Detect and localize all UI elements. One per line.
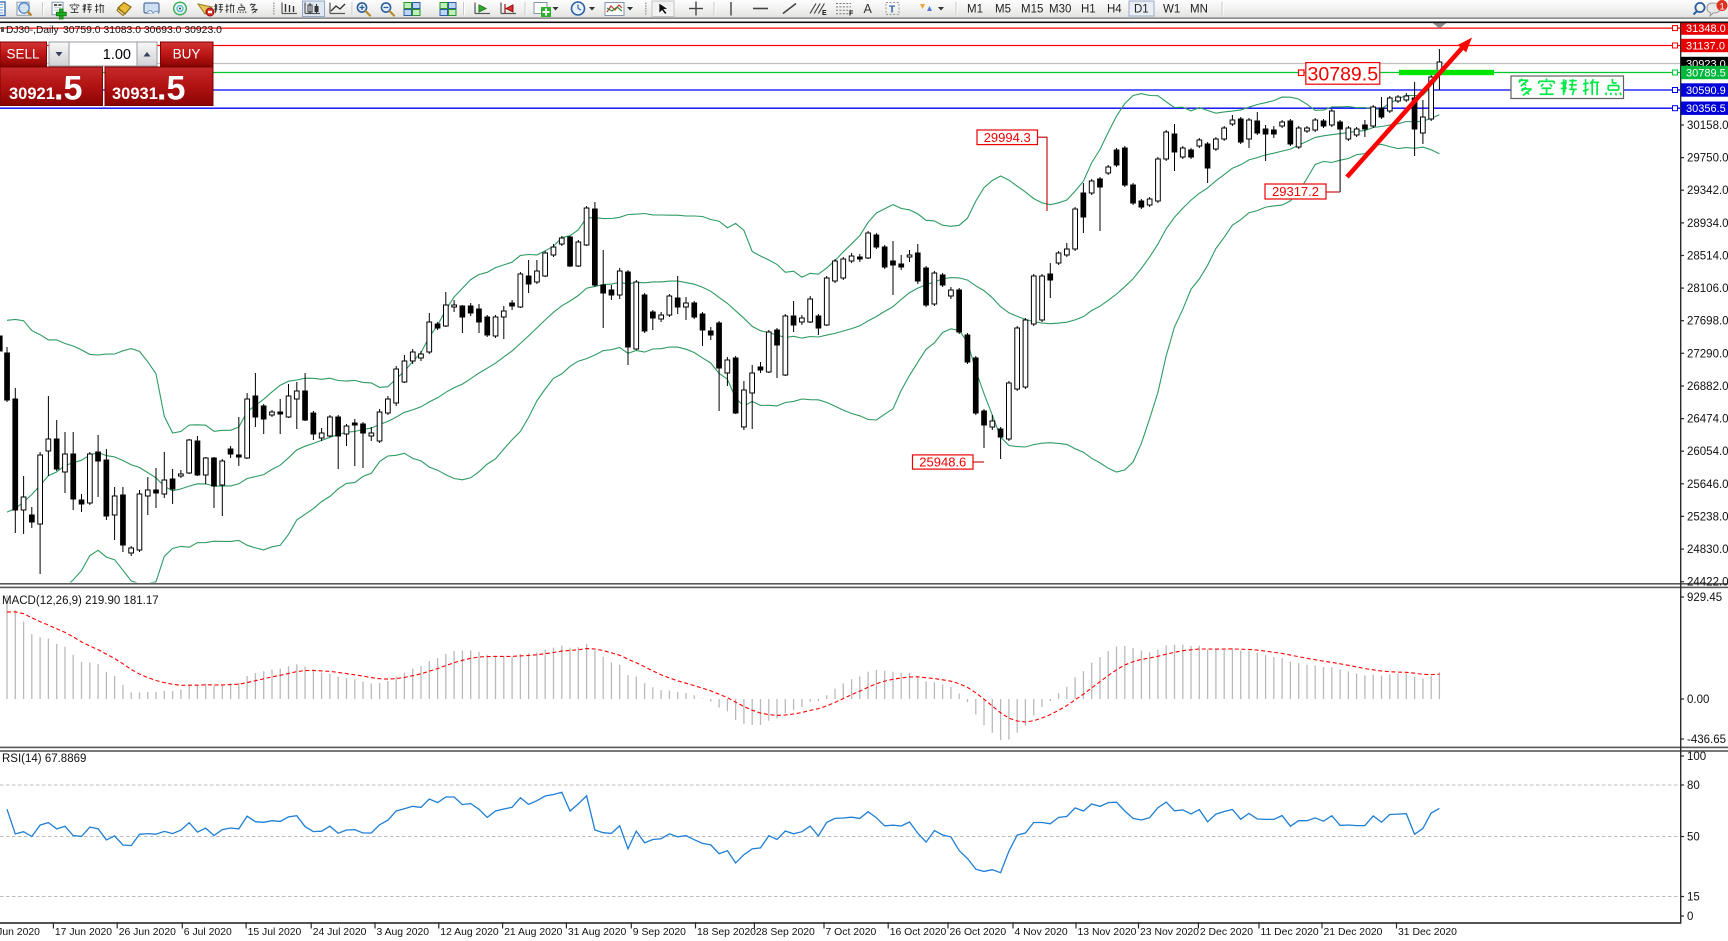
svg-text:29317.2: 29317.2 — [1272, 184, 1319, 199]
svg-text:6 Jul 2020: 6 Jul 2020 — [184, 927, 232, 938]
svg-text:31 Dec 2020: 31 Dec 2020 — [1398, 927, 1457, 938]
svg-text:13 Nov 2020: 13 Nov 2020 — [1078, 927, 1137, 938]
svg-text:50: 50 — [1687, 832, 1700, 844]
svg-text:W1: W1 — [1163, 4, 1180, 16]
svg-text:M30: M30 — [1049, 4, 1071, 16]
svg-text:11 Dec 2020: 11 Dec 2020 — [1261, 927, 1319, 938]
svg-text:30759.0 31083.0 30693.0 30923.: 30759.0 31083.0 30693.0 30923.0 — [63, 25, 222, 36]
svg-text:24830.0: 24830.0 — [1687, 544, 1728, 556]
svg-text:16 Oct 2020: 16 Oct 2020 — [890, 927, 947, 938]
svg-text:SELL: SELL — [6, 47, 40, 62]
svg-text:M1: M1 — [967, 4, 983, 16]
svg-text:28514.0: 28514.0 — [1687, 251, 1728, 263]
svg-text:26054.0: 26054.0 — [1687, 446, 1728, 458]
svg-text:15 Jul 2020: 15 Jul 2020 — [248, 927, 302, 938]
svg-text:27290.0: 27290.0 — [1687, 348, 1728, 360]
svg-text:H1: H1 — [1081, 4, 1096, 16]
svg-text:30356.5: 30356.5 — [1686, 103, 1726, 115]
svg-text:30158.0: 30158.0 — [1687, 120, 1728, 132]
svg-text:28934.0: 28934.0 — [1687, 218, 1728, 230]
svg-text:24 Jul 2020: 24 Jul 2020 — [313, 927, 367, 938]
svg-text:21 Aug 2020: 21 Aug 2020 — [504, 927, 563, 938]
svg-text:12 Aug 2020: 12 Aug 2020 — [440, 927, 499, 938]
svg-text:29342.0: 29342.0 — [1687, 185, 1728, 197]
svg-text:28106.0: 28106.0 — [1687, 283, 1728, 295]
svg-text:T: T — [889, 5, 895, 16]
svg-text:30921: 30921 — [9, 85, 55, 103]
svg-text:H4: H4 — [1107, 4, 1122, 16]
svg-text:MACD(12,26,9) 219.90 181.17: MACD(12,26,9) 219.90 181.17 — [2, 595, 159, 607]
svg-text:929.45: 929.45 — [1687, 592, 1722, 604]
svg-text:100: 100 — [1687, 751, 1706, 763]
svg-text:M5: M5 — [995, 4, 1011, 16]
svg-text:2 Dec 2020: 2 Dec 2020 — [1200, 927, 1253, 938]
svg-text:23 Nov 2020: 23 Nov 2020 — [1140, 927, 1199, 938]
svg-text:3 Aug 2020: 3 Aug 2020 — [377, 927, 430, 938]
svg-text:DJ30-,Daily: DJ30-,Daily — [6, 25, 60, 36]
svg-text:30590.9: 30590.9 — [1686, 85, 1726, 97]
svg-text:25646.0: 25646.0 — [1687, 479, 1728, 491]
svg-text:31 Aug 2020: 31 Aug 2020 — [568, 927, 627, 938]
svg-text:21 Dec 2020: 21 Dec 2020 — [1324, 927, 1383, 938]
svg-text:31137.0: 31137.0 — [1686, 41, 1725, 53]
svg-text:M15: M15 — [1021, 4, 1043, 16]
svg-text:26474.0: 26474.0 — [1687, 414, 1728, 426]
svg-text:30789.5: 30789.5 — [1308, 63, 1379, 85]
svg-text:.5: .5 — [54, 70, 82, 108]
svg-text:0: 0 — [1687, 911, 1693, 923]
svg-text:26 Jun 2020: 26 Jun 2020 — [119, 927, 176, 938]
svg-text:D1: D1 — [1134, 4, 1149, 16]
svg-text:-436.65: -436.65 — [1687, 734, 1726, 746]
svg-text:8 Jun 2020: 8 Jun 2020 — [0, 927, 40, 938]
svg-text:E: E — [822, 10, 827, 17]
svg-text:27698.0: 27698.0 — [1687, 316, 1728, 328]
svg-text:24422.0: 24422.0 — [1687, 577, 1728, 589]
svg-text:0.00: 0.00 — [1687, 694, 1709, 706]
svg-text:15: 15 — [1687, 892, 1700, 904]
svg-text:30931: 30931 — [112, 85, 158, 103]
svg-text:A: A — [864, 2, 873, 16]
svg-text:.5: .5 — [157, 70, 185, 108]
svg-text:26 Oct 2020: 26 Oct 2020 — [950, 927, 1007, 938]
svg-text:18 Sep 2020: 18 Sep 2020 — [697, 927, 756, 938]
svg-text:7 Oct 2020: 7 Oct 2020 — [826, 927, 877, 938]
svg-text:28 Sep 2020: 28 Sep 2020 — [756, 927, 815, 938]
svg-text:1: 1 — [1720, 2, 1725, 13]
svg-text:9 Sep 2020: 9 Sep 2020 — [633, 927, 686, 938]
svg-text:26882.0: 26882.0 — [1687, 381, 1728, 393]
svg-text:BUY: BUY — [173, 47, 201, 62]
svg-text:MN: MN — [1190, 4, 1208, 16]
svg-text:25238.0: 25238.0 — [1687, 511, 1728, 523]
svg-text:30789.5: 30789.5 — [1686, 68, 1726, 80]
svg-text:25948.6: 25948.6 — [919, 455, 966, 470]
svg-text:17 Jun 2020: 17 Jun 2020 — [55, 927, 112, 938]
svg-text:80: 80 — [1687, 780, 1700, 792]
svg-text:29994.3: 29994.3 — [984, 130, 1031, 145]
svg-text:1.00: 1.00 — [103, 47, 131, 63]
svg-text:31348.0: 31348.0 — [1686, 23, 1726, 35]
svg-text:29750.0: 29750.0 — [1687, 153, 1728, 165]
svg-text:RSI(14) 67.8869: RSI(14) 67.8869 — [2, 753, 86, 765]
svg-text:4 Nov 2020: 4 Nov 2020 — [1015, 927, 1068, 938]
svg-text:F: F — [849, 11, 854, 18]
